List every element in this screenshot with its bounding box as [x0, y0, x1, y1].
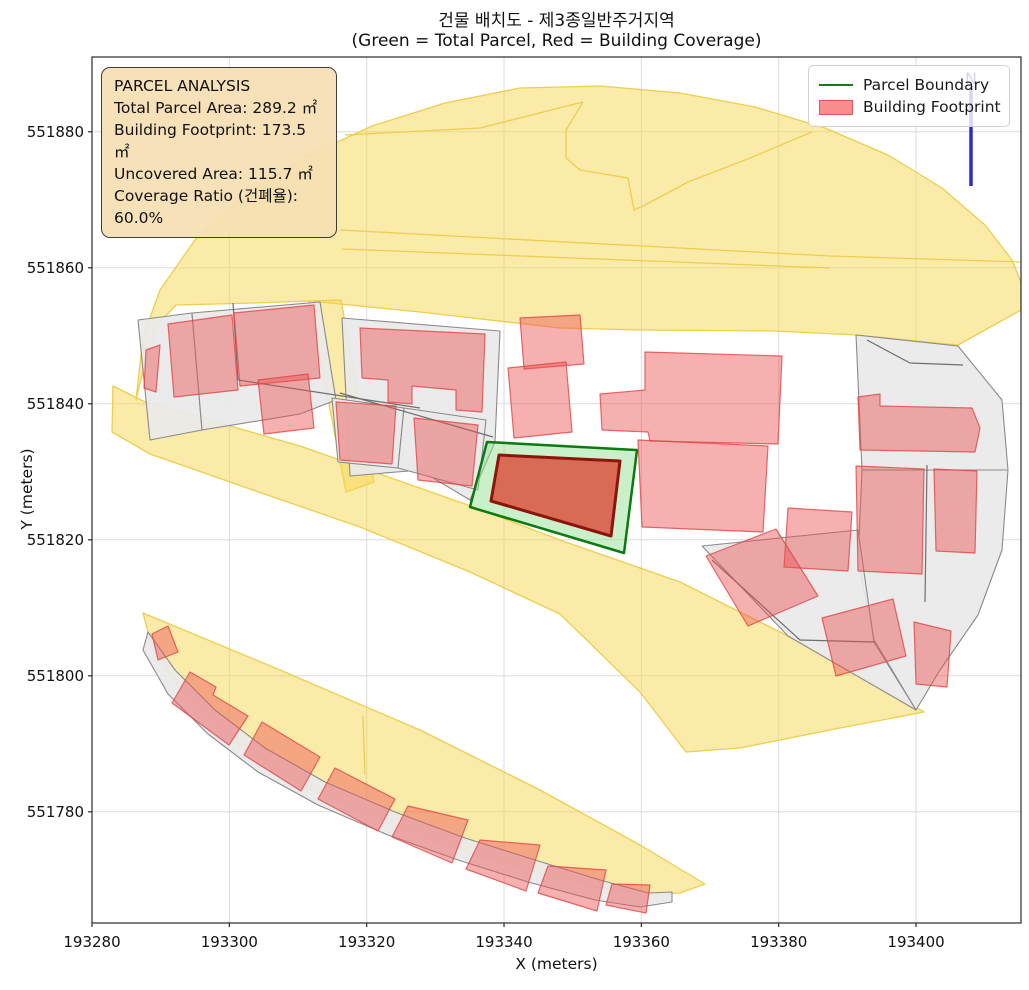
- parcel: [855, 334, 1009, 471]
- building: [317, 767, 396, 832]
- building: [233, 304, 321, 387]
- parcel-analysis-title: PARCEL ANALYSIS: [114, 77, 251, 95]
- legend-label-building-footprint: Building Footprint: [863, 98, 1001, 116]
- chart-subtitle: (Green = Total Parcel, Red = Building Co…: [351, 31, 762, 51]
- building: [413, 417, 479, 487]
- building-footprint-area: Building Footprint: 173.5 ㎡: [114, 121, 307, 161]
- parcel: [191, 301, 337, 431]
- road-zone-line: [344, 101, 584, 136]
- coverage-ratio: Coverage Ratio (건폐율): 60.0%: [114, 187, 299, 227]
- parcel-line: [711, 559, 875, 643]
- building: [143, 344, 161, 393]
- building: [537, 865, 607, 912]
- building: [637, 439, 769, 533]
- y-tick-label: 551880: [27, 123, 84, 141]
- building: [359, 327, 486, 413]
- building: [933, 468, 978, 554]
- legend-label-parcel-boundary: Parcel Boundary: [863, 76, 990, 94]
- building: [151, 625, 179, 661]
- building: [171, 671, 249, 746]
- x-axis-label: X (meters): [515, 955, 598, 973]
- total-parcel-area: Total Parcel Area: 289.2 ㎡: [114, 99, 318, 117]
- x-tick-label: 193280: [63, 933, 120, 951]
- legend-row-building-footprint: Building Footprint: [819, 96, 1001, 118]
- building: [507, 361, 573, 439]
- y-tick-label: 551780: [27, 803, 84, 821]
- building: [913, 621, 952, 688]
- x-tick-label: 193300: [201, 933, 258, 951]
- y-tick-label: 551800: [27, 667, 84, 685]
- parcel: [142, 631, 673, 908]
- parcel-line: [866, 339, 964, 366]
- x-tick-label: 193340: [475, 933, 532, 951]
- x-tick-label: 193380: [750, 933, 807, 951]
- parcel-boundary-line-swatch: [819, 84, 853, 86]
- parcel-analysis-box: PARCEL ANALYSIS Total Parcel Area: 289.2…: [101, 67, 337, 238]
- building-footprint-patch-swatch: [819, 99, 853, 115]
- parcel-line: [339, 392, 494, 438]
- plot-border: [91, 56, 1022, 924]
- building: [855, 465, 925, 575]
- building: [391, 805, 469, 864]
- building: [243, 721, 321, 792]
- legend-row-parcel-boundary: Parcel Boundary: [819, 74, 999, 96]
- parcel-line: [924, 464, 928, 603]
- building: [519, 314, 585, 370]
- axis-ticks: 193280 193300 193320 193340 193360 193380 1934…: [27, 123, 945, 951]
- building: [605, 883, 651, 914]
- building: [257, 373, 315, 435]
- x-tick-label: 193320: [338, 933, 395, 951]
- parcel: [701, 529, 917, 711]
- building: [599, 351, 783, 445]
- parcel-line: [237, 379, 421, 409]
- road-zone-line: [339, 229, 1021, 263]
- y-axis-label: Y (meters): [18, 448, 36, 530]
- building: [465, 839, 541, 892]
- building: [335, 401, 397, 465]
- x-tick-label: 193360: [613, 933, 670, 951]
- y-tick-label: 551860: [27, 259, 84, 277]
- road-zone-line: [341, 248, 831, 269]
- uncovered-area: Uncovered Area: 115.7 ㎡: [114, 165, 313, 183]
- road-zone: [111, 385, 925, 753]
- y-tick-label: 551820: [27, 531, 84, 549]
- x-tick-label: 193400: [887, 933, 944, 951]
- chart-title: 건물 배치도 - 제3종일반주거지역: [438, 11, 675, 31]
- building: [705, 528, 819, 627]
- map-layers: [111, 85, 1021, 914]
- y-tick-label: 551840: [27, 395, 84, 413]
- highlight-building: [489, 453, 622, 538]
- building: [821, 598, 907, 677]
- building: [167, 314, 239, 398]
- road-zone-line: [362, 715, 366, 776]
- legend: Parcel Boundary Building Footprint: [808, 65, 1010, 127]
- building: [857, 393, 981, 453]
- building: [783, 507, 853, 572]
- road-zone-line: [565, 101, 813, 211]
